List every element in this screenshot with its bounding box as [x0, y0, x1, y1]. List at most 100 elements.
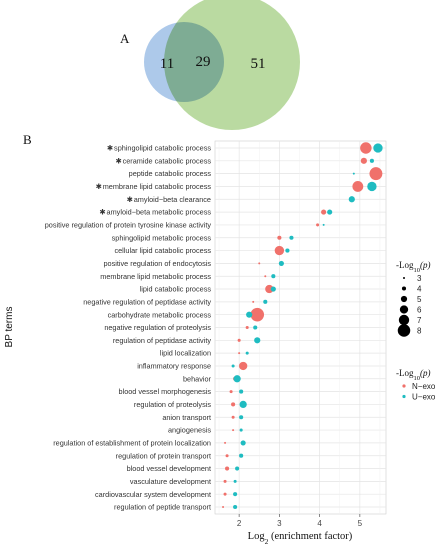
size-legend-label: 4: [417, 285, 422, 294]
category-label: regulation of proteolysis: [134, 400, 211, 409]
data-point: [239, 428, 243, 432]
significance-asterisk: ✱: [115, 156, 121, 165]
data-point: [360, 157, 367, 164]
panel-b-label: B: [23, 132, 32, 147]
data-point: [225, 466, 230, 471]
data-point: [233, 504, 238, 510]
data-point: [238, 352, 241, 355]
data-point: [252, 300, 255, 303]
data-point: [254, 337, 261, 344]
size-legend-items: 3 45 67 8: [397, 274, 422, 337]
data-point: [239, 389, 244, 394]
category-label: anion transport: [162, 413, 211, 422]
category-label: negative regulation of peptidase activit…: [83, 297, 211, 306]
data-point: [373, 143, 383, 153]
y-axis-title: BP terms: [4, 307, 15, 348]
category-label: positive regulation of protein tyrosine …: [45, 221, 212, 230]
size-legend-title-main: -Log: [396, 260, 414, 270]
color-legend-dot: [402, 384, 406, 388]
data-point: [253, 325, 258, 330]
data-point: [369, 158, 374, 163]
data-point: [232, 429, 235, 432]
data-points: [222, 142, 383, 510]
size-legend-title-rest: (p): [420, 260, 431, 270]
category-label: cardiovascular system development: [95, 490, 211, 499]
data-point: [223, 492, 227, 496]
data-point: [367, 181, 377, 192]
data-point: [222, 506, 225, 508]
size-legend-dot: [397, 324, 411, 337]
data-point: [274, 245, 285, 256]
size-legend-dot: [399, 305, 409, 314]
data-point: [239, 361, 248, 371]
data-point: [235, 466, 240, 471]
category-label: membrane lipid catabolic process: [103, 182, 212, 191]
data-point: [348, 196, 355, 203]
data-point: [321, 209, 327, 215]
category-label: sphingolipid metabolic process: [112, 233, 212, 242]
data-point: [289, 235, 294, 240]
venn-overlap-count: 29: [196, 54, 211, 70]
color-legend-title-main: -Log: [396, 368, 414, 378]
data-point: [229, 390, 233, 394]
category-label: angiogenesis: [168, 426, 211, 435]
data-point: [265, 284, 274, 294]
color-legend-dot: [402, 394, 406, 399]
data-point: [360, 142, 372, 154]
data-point: [223, 479, 227, 483]
category-label: carbohydrate metabolic process: [108, 310, 212, 319]
data-point: [322, 223, 325, 226]
data-point: [285, 248, 290, 253]
size-legend-label: 7: [417, 316, 422, 325]
data-point: [327, 209, 333, 215]
size-legend-dot: [403, 277, 405, 279]
data-point: [233, 375, 241, 383]
plot-area: sphingolipid catabolic process✱ceramide …: [45, 140, 387, 528]
x-axis-title-main: Log: [248, 531, 266, 542]
category-label: inflammatory response: [137, 362, 211, 371]
data-point: [270, 286, 276, 292]
data-point: [277, 235, 282, 240]
category-label: sphingolipid catabolic process: [114, 144, 211, 153]
category-label: vasculature development: [130, 477, 211, 486]
color-legend-title-rest: (p): [420, 368, 431, 378]
panel-a-label: A: [120, 31, 130, 46]
category-label: regulation of establishment of protein l…: [53, 438, 211, 447]
category-label: amyloid−beta metabolic process: [107, 208, 212, 217]
category-label: negative regulation of proteolysis: [104, 323, 211, 332]
category-label: peptide catabolic process: [129, 169, 212, 178]
data-point: [245, 325, 249, 330]
size-legend-dot: [398, 314, 410, 326]
data-point: [237, 338, 241, 342]
category-labels: sphingolipid catabolic process✱ceramide …: [45, 144, 212, 512]
venn-right-count: 51: [251, 56, 266, 72]
color-legend-items: N−exo U−exo: [402, 382, 436, 402]
data-point: [240, 440, 246, 446]
data-point: [231, 364, 235, 368]
x-tick-label: 2: [237, 519, 242, 528]
category-label: lipid localization: [160, 349, 211, 358]
category-label: blood vessel morphogenesis: [119, 387, 212, 396]
data-point: [224, 441, 227, 444]
data-point: [258, 262, 261, 265]
category-label: lipid catabolic process: [140, 285, 212, 294]
data-point: [263, 299, 268, 304]
data-point: [369, 167, 383, 181]
data-point: [231, 402, 236, 407]
venn-diagram: A 11 29 51: [120, 0, 300, 130]
x-axis-title-rest: (enrichment factor): [268, 531, 352, 542]
category-label: membrane lipid metabolic process: [100, 272, 211, 281]
category-label: regulation of peptide transport: [114, 503, 211, 512]
category-label: blood vessel development: [127, 464, 211, 473]
grid-vertical: [218, 141, 381, 514]
data-point: [225, 454, 229, 458]
x-tick-label: 5: [358, 519, 363, 528]
color-legend-title: -Log10(p): [396, 368, 431, 382]
data-point: [278, 260, 284, 266]
size-legend: -Log10(p) 3 45 67 8: [396, 260, 431, 337]
data-point: [264, 275, 267, 278]
category-label: regulation of peptidase activity: [113, 336, 212, 345]
data-point: [250, 307, 265, 322]
category-label: behavior: [183, 374, 212, 383]
significance-asterisk: ✱: [96, 182, 102, 191]
